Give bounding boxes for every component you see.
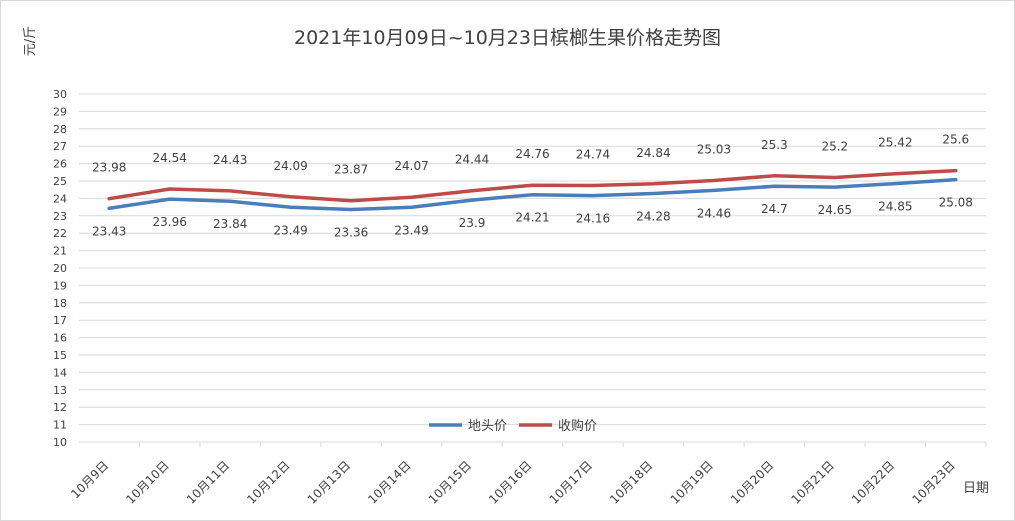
y-axis-label: 元/斤 bbox=[23, 26, 38, 56]
y-tick-label: 16 bbox=[53, 332, 67, 345]
x-tick-label: 10月10日 bbox=[123, 458, 171, 506]
data-label: 25.08 bbox=[939, 196, 973, 210]
data-label: 25.6 bbox=[942, 133, 969, 147]
y-tick-label: 13 bbox=[53, 384, 67, 397]
y-tick-label: 10 bbox=[53, 436, 67, 449]
y-tick-label: 11 bbox=[53, 419, 67, 432]
x-tick-label: 10月16日 bbox=[486, 458, 534, 506]
x-tick-label: 10月15日 bbox=[426, 458, 474, 506]
y-tick-label: 30 bbox=[53, 88, 67, 101]
data-label: 24.65 bbox=[818, 203, 852, 217]
y-tick-label: 15 bbox=[53, 349, 67, 362]
legend-label: 收购价 bbox=[558, 418, 597, 434]
chart-title: 2021年10月09日~10月23日槟榔生果价格走势图 bbox=[294, 27, 721, 49]
data-label: 24.85 bbox=[878, 200, 912, 214]
x-tick-label: 10月20日 bbox=[728, 458, 776, 506]
data-label: 23.43 bbox=[92, 224, 126, 238]
y-tick-label: 19 bbox=[53, 279, 67, 292]
y-tick-label: 17 bbox=[53, 314, 67, 327]
data-label: 25.3 bbox=[761, 138, 788, 152]
y-tick-label: 27 bbox=[53, 140, 67, 153]
y-tick-label: 24 bbox=[53, 192, 67, 205]
data-label: 24.74 bbox=[576, 148, 610, 162]
y-tick-label: 23 bbox=[53, 210, 67, 223]
data-label: 23.96 bbox=[153, 215, 187, 229]
data-label: 24.43 bbox=[213, 153, 247, 167]
y-tick-label: 22 bbox=[53, 227, 67, 240]
y-tick-label: 12 bbox=[53, 401, 67, 414]
x-tick-label: 10月9日 bbox=[68, 458, 111, 501]
data-label: 23.98 bbox=[92, 161, 126, 175]
data-label: 24.07 bbox=[394, 159, 428, 173]
data-label: 24.09 bbox=[273, 159, 307, 173]
y-tick-label: 14 bbox=[53, 366, 67, 379]
y-tick-label: 20 bbox=[53, 262, 67, 275]
data-label: 23.49 bbox=[394, 223, 428, 237]
data-label: 24.21 bbox=[515, 211, 549, 225]
data-label: 23.87 bbox=[334, 163, 368, 177]
data-label: 25.42 bbox=[878, 136, 912, 150]
data-label: 24.44 bbox=[455, 153, 489, 167]
x-tick-label: 10月18日 bbox=[607, 458, 655, 506]
series-line-1 bbox=[107, 177, 958, 212]
data-label: 24.16 bbox=[576, 212, 610, 226]
data-label: 25.2 bbox=[821, 140, 848, 154]
y-tick-label: 18 bbox=[53, 297, 67, 310]
series-line-2 bbox=[107, 168, 958, 203]
y-tick-label: 26 bbox=[53, 158, 67, 171]
data-label: 24.76 bbox=[515, 147, 549, 161]
data-label: 25.03 bbox=[697, 142, 731, 156]
x-tick-label: 10月11日 bbox=[184, 458, 232, 506]
y-tick-label: 29 bbox=[53, 105, 67, 118]
legend-label: 地头价 bbox=[468, 419, 507, 434]
y-tick-label: 25 bbox=[53, 175, 67, 188]
data-label: 23.36 bbox=[334, 226, 368, 240]
x-tick-label: 10月22日 bbox=[849, 458, 897, 506]
data-label: 23.9 bbox=[459, 216, 486, 230]
x-tick-label: 10月12日 bbox=[244, 458, 292, 506]
y-tick-label: 21 bbox=[53, 245, 67, 258]
x-tick-label: 10月23日 bbox=[909, 458, 957, 506]
data-label: 24.28 bbox=[636, 210, 670, 224]
x-tick-label: 10月19日 bbox=[668, 458, 716, 506]
data-label: 23.84 bbox=[213, 217, 247, 231]
data-label: 23.49 bbox=[273, 223, 307, 237]
data-label: 24.54 bbox=[153, 151, 187, 165]
x-tick-label: 10月17日 bbox=[547, 458, 595, 506]
x-axis-label: 日期 bbox=[963, 481, 989, 496]
x-tick-label: 10月21日 bbox=[788, 458, 836, 506]
y-tick-label: 28 bbox=[53, 123, 67, 136]
data-label: 24.84 bbox=[636, 146, 670, 160]
x-tick-label: 10月14日 bbox=[365, 458, 413, 506]
data-label: 24.7 bbox=[761, 202, 788, 216]
data-label: 24.46 bbox=[697, 206, 731, 220]
x-tick-label: 10月13日 bbox=[305, 458, 353, 506]
